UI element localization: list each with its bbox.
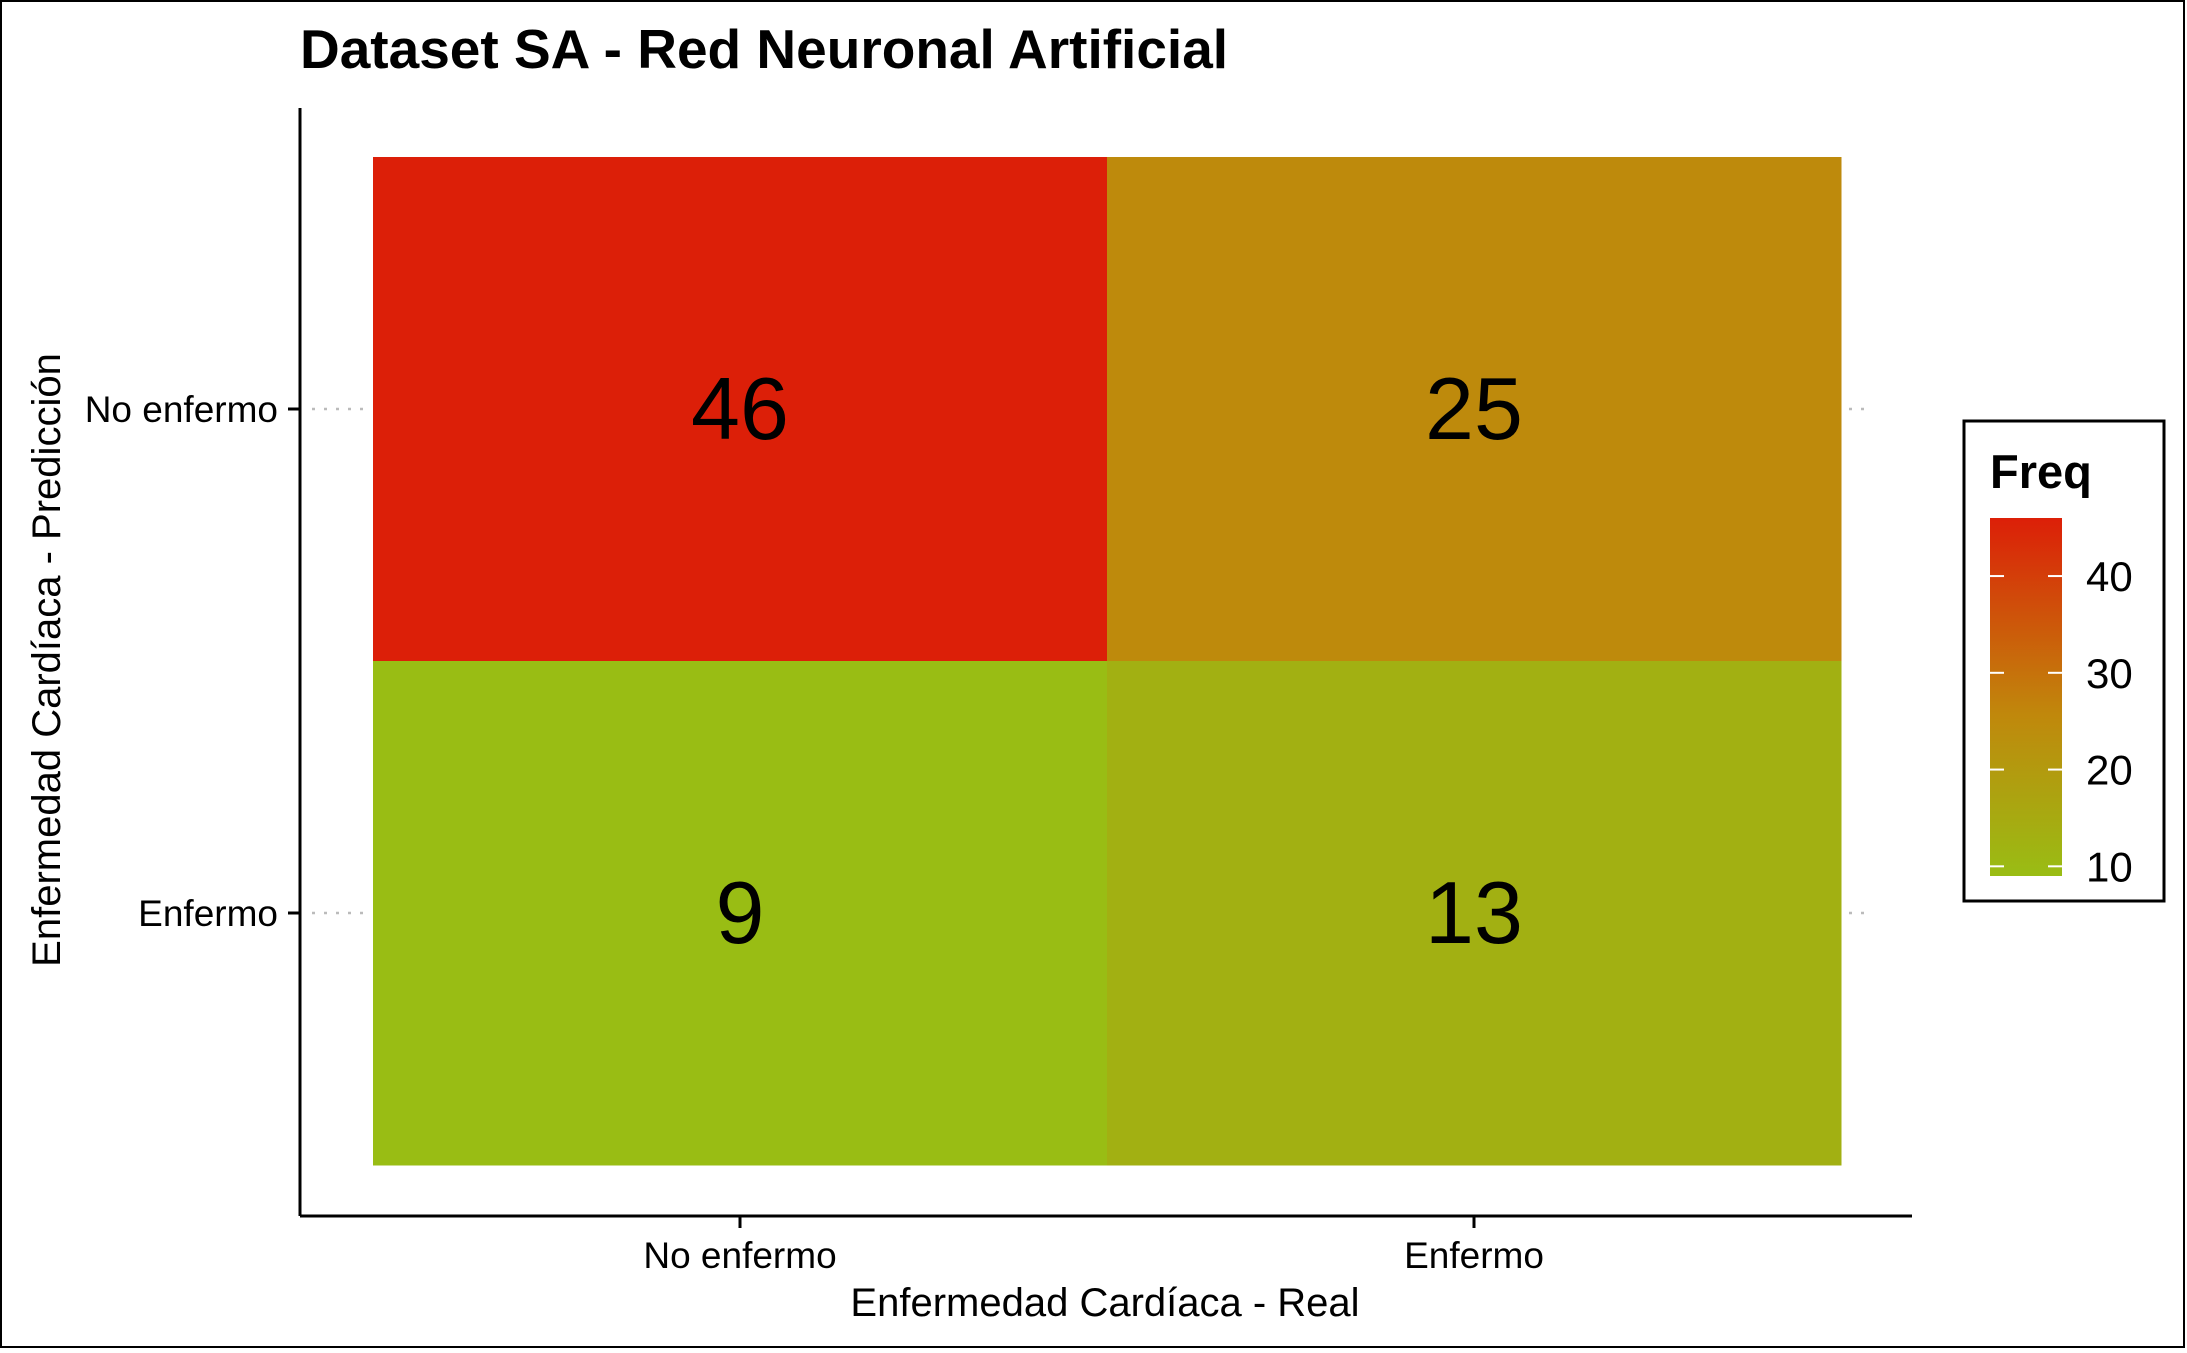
heatmap-tile [1107,157,1842,662]
heatmap-tile [373,661,1108,1166]
y-tick-label: Enfermo [138,893,278,934]
legend-colorbar [1990,518,2062,876]
chart-title: Dataset SA - Red Neuronal Artificial [300,18,1228,80]
y-tick-label: No enfermo [85,389,278,430]
legend: Freq 40 30 20 10 [1962,419,2166,903]
legend-ticks: 40 30 20 10 [1990,553,2133,890]
x-axis-title: Enfermedad Cardíaca - Real [850,1281,1359,1325]
legend-tick-label: 30 [2086,650,2133,697]
legend-tick-label: 10 [2086,843,2133,890]
heatmap-tile [1107,661,1842,1166]
x-tick-label: No enfermo [643,1235,836,1276]
x-tick-label: Enfermo [1404,1235,1544,1276]
heatmap-cells: 46 25 9 13 [373,157,1842,1166]
cell-value-label: 9 [716,863,765,962]
y-axis-title: Enfermedad Cardíaca - Predicción [25,353,69,967]
cell-value-label: 25 [1425,359,1523,458]
legend-tick-label: 20 [2086,747,2133,794]
legend-tick-label: 40 [2086,553,2133,600]
legend-title: Freq [1990,445,2092,498]
heatmap-tile [373,157,1108,662]
cell-value-label: 46 [691,359,789,458]
axes: No enfermo Enfermo No enfermo Enfermo [85,108,1912,1276]
cell-value-label: 13 [1425,863,1523,962]
